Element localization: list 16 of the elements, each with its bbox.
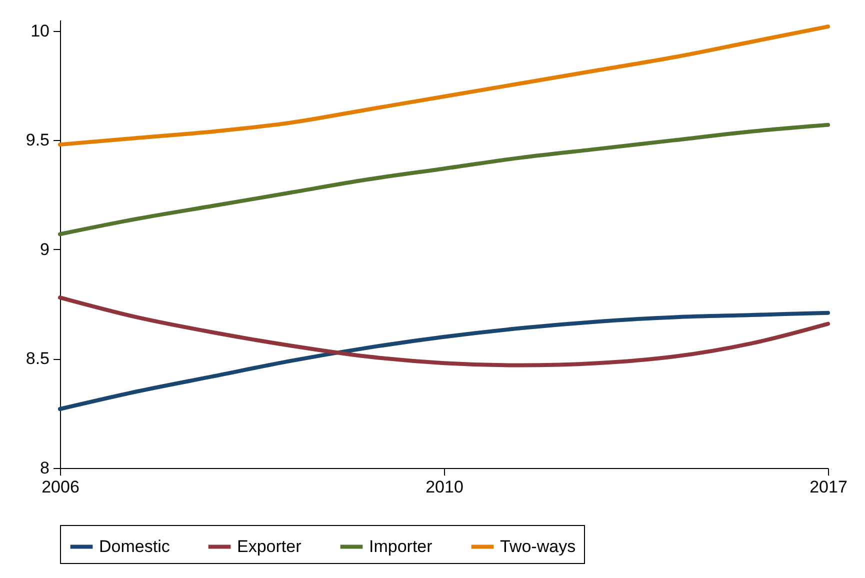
x-tick-label: 2017 (810, 478, 848, 496)
y-tick-label: 9.5 (26, 130, 50, 150)
y-tick-label: 8.5 (26, 349, 50, 368)
y-tick-label: 9 (40, 240, 50, 259)
y-tick-label: 10 (30, 21, 50, 40)
legend-label: Two-ways (500, 536, 576, 556)
line-series (58, 24, 830, 147)
legend-label: Importer (369, 536, 433, 556)
line-series (58, 310, 830, 411)
legend-label: Exporter (237, 536, 302, 556)
y-tick-label: 8 (40, 458, 50, 478)
line-series (58, 122, 830, 236)
line-series (58, 296, 830, 368)
legend-label: Domestic (99, 536, 170, 556)
x-tick-label: 2006 (42, 478, 80, 496)
x-tick-label: 2010 (426, 478, 464, 496)
